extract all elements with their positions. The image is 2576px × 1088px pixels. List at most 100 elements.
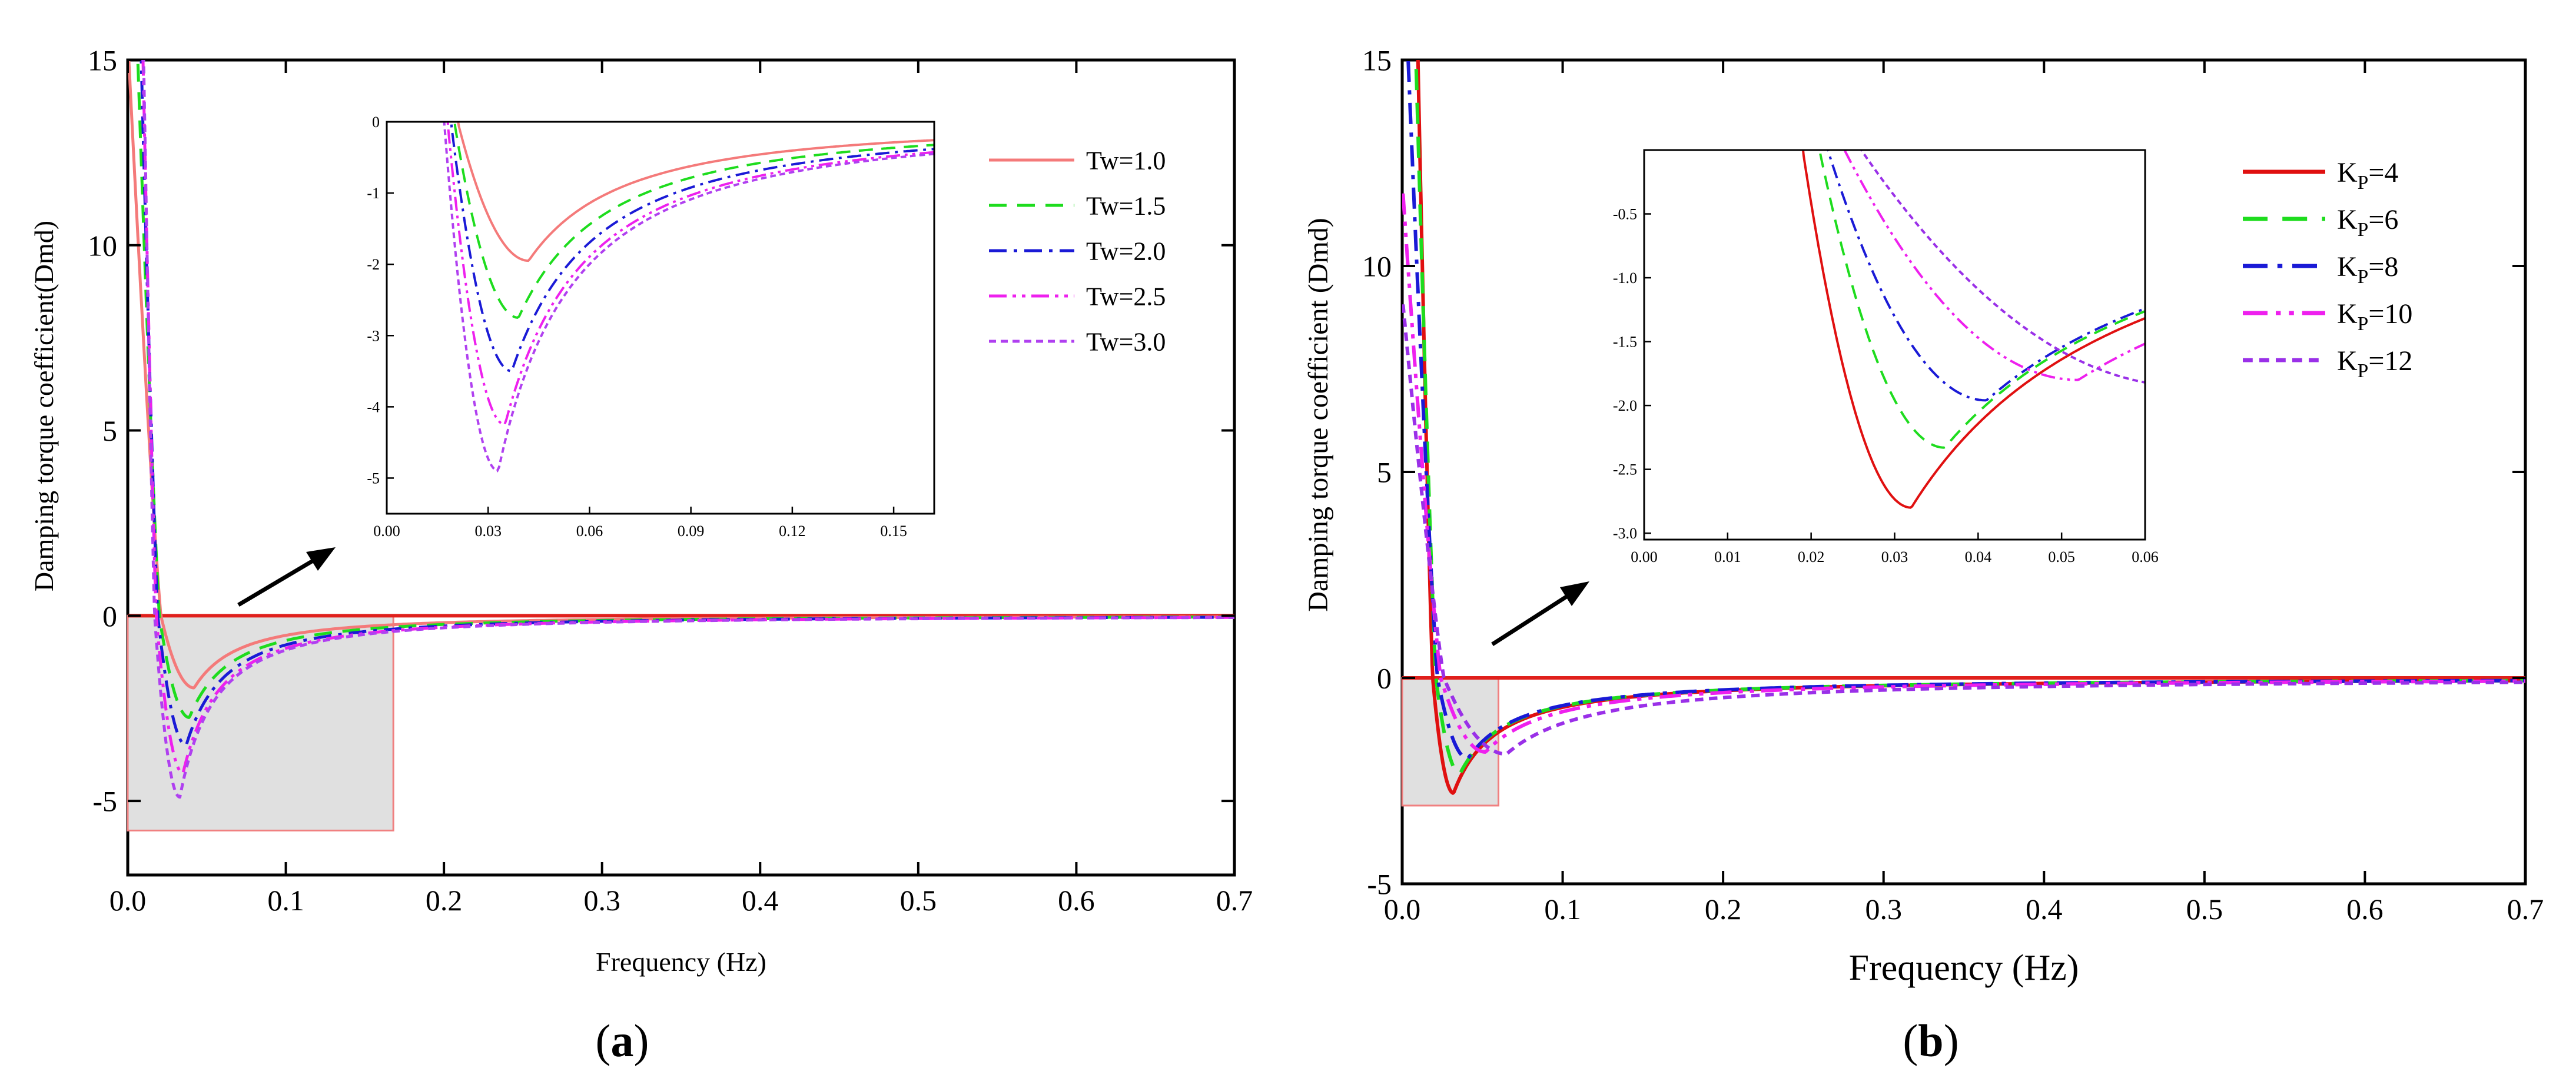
panel-b-y-axis-label: Damping torque coefficient (Dmd) — [1303, 218, 1334, 612]
b-y-tick-label: 15 — [1362, 44, 1392, 77]
b-inset-x-tick-label: 0.04 — [1965, 548, 1992, 565]
panel-b-series — [1402, 60, 2525, 795]
a-x-tick-label: 0.1 — [267, 884, 304, 917]
b-x-tick-label: 0.6 — [2346, 893, 2384, 926]
b-y-tick-label: 10 — [1362, 250, 1392, 283]
a-x-tick-label: 0.3 — [583, 884, 620, 917]
b-legend-label-1: KP=4 — [2337, 157, 2398, 194]
b-inset-x-tick-label: 0.06 — [2132, 548, 2159, 565]
panel-a: 0.0 0.1 0.2 0.3 0.4 0.5 0.6 0.7 -5 0 5 10 15 Freque… — [29, 44, 1253, 1067]
b-x-tick-label: 0.4 — [2026, 893, 2063, 926]
b-legend-label-2: KP=6 — [2337, 204, 2398, 241]
b-y-tick-label: 0 — [1377, 662, 1392, 695]
b-inset-series-line-3 — [1827, 150, 2145, 402]
a-inset-y-tick-label: -5 — [367, 470, 380, 487]
a-y-tick-label: -5 — [92, 785, 117, 818]
a-inset-x-tick-label: 0.06 — [576, 523, 603, 540]
b-x-tick-label: 0.7 — [2507, 893, 2544, 926]
b-legend-label-3: KP=8 — [2337, 251, 2398, 288]
a-x-tick-label: 0.5 — [900, 884, 937, 917]
b-y-tick-label: 5 — [1377, 456, 1392, 489]
a-y-tick-label: 0 — [102, 600, 117, 633]
b-x-tick-label: 0.3 — [1865, 893, 1902, 926]
b-inset-y-tick-label: -3.0 — [1613, 525, 1637, 542]
panel-a-inset-series — [443, 122, 934, 473]
panel-b-x-axis-label: Frequency (Hz) — [1849, 948, 2079, 988]
panel-a-zoom-arrow — [237, 547, 336, 607]
a-inset-y-tick-label: -2 — [367, 256, 380, 273]
a-x-tick-label: 0.0 — [109, 884, 147, 917]
b-inset-x-tick-label: 0.05 — [2048, 548, 2075, 565]
panel-a-y-axis-label: Damping torque coefficient(Dmd) — [29, 221, 59, 591]
b-y-tick-label: -5 — [1367, 868, 1392, 901]
panel-b-inset: 0.00 0.01 0.02 0.03 0.04 0.05 0.06 -0.5 -1.0 -1.… — [1613, 149, 2159, 565]
b-x-tick-label: 0.5 — [2186, 893, 2223, 926]
b-inset-x-tick-label: 0.02 — [1798, 548, 1825, 565]
panel-a-inset-frame — [386, 121, 935, 515]
panel-a-y-ticks: -5 0 5 10 15 — [88, 44, 1234, 818]
panel-a-inset: 0.00 0.03 0.06 0.09 0.12 0.15 0 -1 -2 -3 -4 -5 — [367, 114, 935, 540]
panel-a-inset-y-ticks: 0 -1 -2 -3 -4 -5 — [367, 114, 394, 487]
panel-a-inset-x-ticks: 0.00 0.03 0.06 0.09 0.12 0.15 — [373, 507, 907, 540]
a-x-tick-label: 0.4 — [742, 884, 779, 917]
a-inset-x-tick-label: 0.15 — [880, 523, 907, 540]
a-inset-y-tick-label: 0 — [372, 114, 380, 131]
a-x-tick-label: 0.6 — [1058, 884, 1095, 917]
panel-a-inset-frame-border — [386, 121, 935, 515]
b-inset-y-tick-label: -0.5 — [1613, 206, 1637, 223]
b-inset-x-tick-label: 0.00 — [1631, 548, 1658, 565]
a-y-tick-label: 15 — [88, 44, 117, 77]
a-x-tick-label: 0.2 — [426, 884, 463, 917]
a-legend-label-3: Tw=2.0 — [1086, 237, 1166, 265]
a-inset-series-line-1 — [457, 122, 934, 262]
panel-b-inset-frame-border — [1643, 149, 2146, 541]
b-inset-y-tick-label: -2.0 — [1613, 397, 1637, 414]
b-inset-series-line-5 — [1860, 150, 2145, 384]
b-legend-label-5: KP=12 — [2337, 345, 2412, 382]
b-inset-y-tick-label: -1.0 — [1613, 269, 1637, 287]
panel-b-legend: KP=4 KP=6 KP=8 KP=10 KP=12 — [2243, 157, 2412, 382]
b-inset-y-tick-label: -1.5 — [1613, 334, 1637, 351]
a-series-line-3 — [140, 60, 1234, 747]
a-legend-label-4: Tw=2.5 — [1086, 282, 1166, 311]
a-inset-y-tick-label: -3 — [367, 327, 380, 344]
panel-b-zoom-arrow — [1491, 581, 1589, 646]
panel-b-inset-frame — [1643, 149, 2146, 541]
b-x-tick-label: 0.0 — [1384, 893, 1421, 926]
panel-b-inset-y-ticks: -0.5 -1.0 -1.5 -2.0 -2.5 -3.0 — [1613, 206, 1651, 542]
a-inset-y-tick-label: -1 — [367, 185, 380, 202]
a-legend-label-2: Tw=1.5 — [1086, 191, 1166, 220]
b-series-line-4 — [1402, 191, 2525, 754]
panel-b-y-ticks: -5 0 5 10 15 — [1362, 44, 2525, 901]
a-y-tick-label: 5 — [102, 414, 117, 447]
panel-a-legend: Tw=1.0 Tw=1.5 Tw=2.0 Tw=2.5 Tw=3.0 — [989, 146, 1166, 356]
b-inset-x-tick-label: 0.03 — [1881, 548, 1908, 565]
a-inset-series-line-2 — [453, 122, 934, 320]
panel-a-series — [128, 60, 1234, 799]
b-inset-y-tick-label: -2.5 — [1613, 461, 1637, 478]
a-legend-label-5: Tw=3.0 — [1086, 327, 1166, 356]
panel-b-label: (b) — [1903, 1015, 1958, 1066]
a-y-tick-label: 10 — [88, 229, 117, 262]
panel-a-x-ticks: 0.0 0.1 0.2 0.3 0.4 0.5 0.6 0.7 — [109, 60, 1253, 917]
a-inset-x-tick-label: 0.09 — [678, 523, 705, 540]
a-inset-x-tick-label: 0.00 — [373, 523, 400, 540]
a-inset-series-line-4 — [446, 122, 934, 426]
a-inset-series-line-3 — [450, 122, 934, 372]
a-x-tick-label: 0.7 — [1216, 884, 1253, 917]
a-legend-label-1: Tw=1.0 — [1086, 146, 1166, 175]
panel-b-x-ticks: 0.0 0.1 0.2 0.3 0.4 0.5 0.6 0.7 — [1384, 60, 2544, 926]
b-inset-series-line-1 — [1802, 150, 2145, 509]
a-inset-x-tick-label: 0.12 — [779, 523, 806, 540]
panel-a-label: (a) — [596, 1015, 649, 1066]
a-inset-y-tick-label: -4 — [367, 398, 380, 415]
b-inset-series-line-4 — [1843, 150, 2145, 381]
a-series-line-5 — [142, 60, 1234, 799]
panel-a-x-axis-label: Frequency (Hz) — [596, 947, 766, 977]
b-inset-x-tick-label: 0.01 — [1714, 548, 1741, 565]
panel-b-inset-series — [1802, 150, 2145, 509]
b-inset-series-line-2 — [1818, 150, 2145, 449]
panel-b: 0.0 0.1 0.2 0.3 0.4 0.5 0.6 0.7 -5 0 5 10 15 Freque… — [1303, 44, 2544, 1067]
b-x-tick-label: 0.1 — [1544, 893, 1581, 926]
a-inset-x-tick-label: 0.03 — [474, 523, 502, 540]
